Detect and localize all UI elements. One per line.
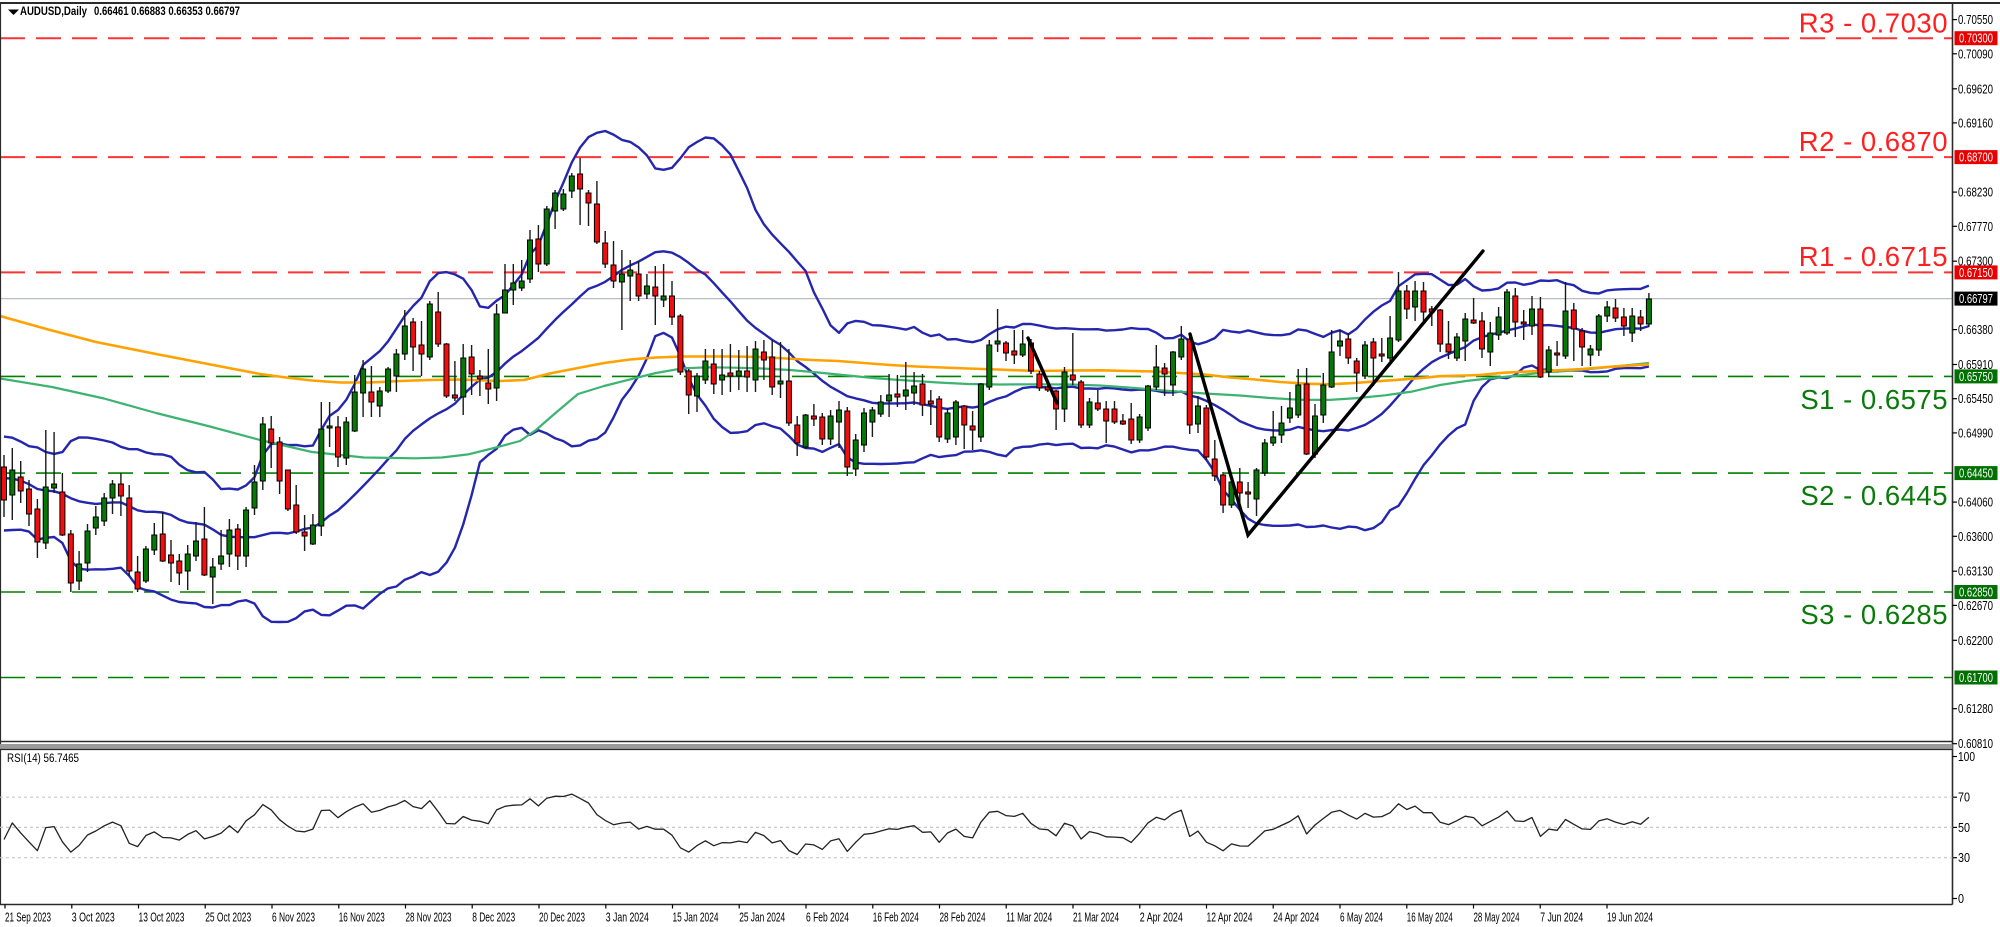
svg-text:16 Nov 2023: 16 Nov 2023 [339, 911, 385, 925]
svg-text:0.63600: 0.63600 [1958, 530, 1993, 544]
svg-text:28 May 2024: 28 May 2024 [1474, 911, 1520, 925]
svg-text:28 Feb 2024: 28 Feb 2024 [940, 911, 986, 925]
svg-text:21 Mar 2024: 21 Mar 2024 [1073, 911, 1119, 925]
svg-text:19 Jun 2024: 19 Jun 2024 [1607, 911, 1653, 925]
svg-text:16 May 2024: 16 May 2024 [1407, 911, 1453, 925]
svg-text:0.67150: 0.67150 [1959, 266, 1993, 280]
svg-text:0.61280: 0.61280 [1958, 702, 1993, 716]
svg-text:0.70550: 0.70550 [1958, 13, 1993, 27]
svg-text:0.67770: 0.67770 [1958, 220, 1993, 234]
svg-text:16 Feb 2024: 16 Feb 2024 [873, 911, 919, 925]
svg-text:0.66461 0.66883 0.66353 0.6679: 0.66461 0.66883 0.66353 0.66797 [94, 6, 240, 18]
svg-text:0.68700: 0.68700 [1959, 151, 1993, 165]
svg-text:7 Jun 2024: 7 Jun 2024 [1540, 911, 1583, 925]
svg-text:0: 0 [1958, 892, 1964, 906]
svg-text:S1 - 0.6575: S1 - 0.6575 [1800, 384, 1948, 415]
svg-text:100: 100 [1958, 750, 1975, 764]
svg-text:0.65750: 0.65750 [1959, 370, 1993, 384]
svg-text:3 Jan 2024: 3 Jan 2024 [606, 911, 649, 925]
svg-text:0.66797: 0.66797 [1959, 292, 1993, 306]
svg-text:11 Mar 2024: 11 Mar 2024 [1006, 911, 1052, 925]
svg-text:0.70090: 0.70090 [1958, 47, 1993, 61]
svg-text:6 Nov 2023: 6 Nov 2023 [272, 911, 315, 925]
svg-text:0.65910: 0.65910 [1958, 358, 1993, 372]
svg-text:2 Apr 2024: 2 Apr 2024 [1140, 911, 1183, 925]
svg-text:12 Apr 2024: 12 Apr 2024 [1207, 911, 1253, 925]
svg-text:0.70300: 0.70300 [1959, 32, 1993, 46]
svg-text:R3 - 0.7030: R3 - 0.7030 [1799, 8, 1948, 39]
svg-text:R2 - 0.6870: R2 - 0.6870 [1799, 126, 1948, 157]
svg-text:15 Jan 2024: 15 Jan 2024 [673, 911, 719, 925]
svg-text:20 Dec 2023: 20 Dec 2023 [539, 911, 585, 925]
svg-text:0.60810: 0.60810 [1958, 737, 1993, 751]
svg-text:0.61700: 0.61700 [1959, 671, 1993, 685]
svg-text:3 Oct 2023: 3 Oct 2023 [72, 911, 115, 925]
svg-text:13 Oct 2023: 13 Oct 2023 [139, 911, 185, 925]
svg-text:70: 70 [1958, 791, 1970, 805]
svg-text:S2 - 0.6445: S2 - 0.6445 [1800, 480, 1948, 511]
svg-text:0.64450: 0.64450 [1959, 467, 1993, 481]
svg-text:21 Sep 2023: 21 Sep 2023 [5, 911, 51, 925]
svg-text:0.68230: 0.68230 [1958, 186, 1993, 200]
svg-text:RSI(14) 56.7465: RSI(14) 56.7465 [7, 753, 79, 765]
svg-text:0.62670: 0.62670 [1958, 599, 1993, 613]
svg-text:25 Jan 2024: 25 Jan 2024 [739, 911, 785, 925]
svg-text:0.62850: 0.62850 [1959, 586, 1993, 600]
svg-text:0.63130: 0.63130 [1958, 565, 1993, 579]
svg-text:0.62200: 0.62200 [1958, 634, 1993, 648]
svg-text:0.64060: 0.64060 [1958, 496, 1993, 510]
svg-text:28 Nov 2023: 28 Nov 2023 [406, 911, 452, 925]
svg-text:S3 - 0.6285: S3 - 0.6285 [1800, 599, 1948, 630]
svg-text:AUDUSD,Daily: AUDUSD,Daily [20, 6, 87, 18]
svg-text:0.69160: 0.69160 [1958, 116, 1993, 130]
svg-text:0.65450: 0.65450 [1958, 392, 1993, 406]
svg-text:0.69620: 0.69620 [1958, 82, 1993, 96]
svg-text:6 Feb 2024: 6 Feb 2024 [806, 911, 849, 925]
svg-text:8 Dec 2023: 8 Dec 2023 [472, 911, 515, 925]
svg-text:0.64990: 0.64990 [1958, 426, 1993, 440]
svg-text:50: 50 [1958, 821, 1970, 835]
svg-text:6 May 2024: 6 May 2024 [1340, 911, 1383, 925]
svg-text:R1 - 0.6715: R1 - 0.6715 [1799, 241, 1948, 272]
svg-text:24 Apr 2024: 24 Apr 2024 [1273, 911, 1319, 925]
svg-text:0.67300: 0.67300 [1958, 255, 1993, 269]
svg-text:0.66380: 0.66380 [1958, 323, 1993, 337]
svg-text:30: 30 [1958, 851, 1970, 865]
svg-text:25 Oct 2023: 25 Oct 2023 [205, 911, 251, 925]
